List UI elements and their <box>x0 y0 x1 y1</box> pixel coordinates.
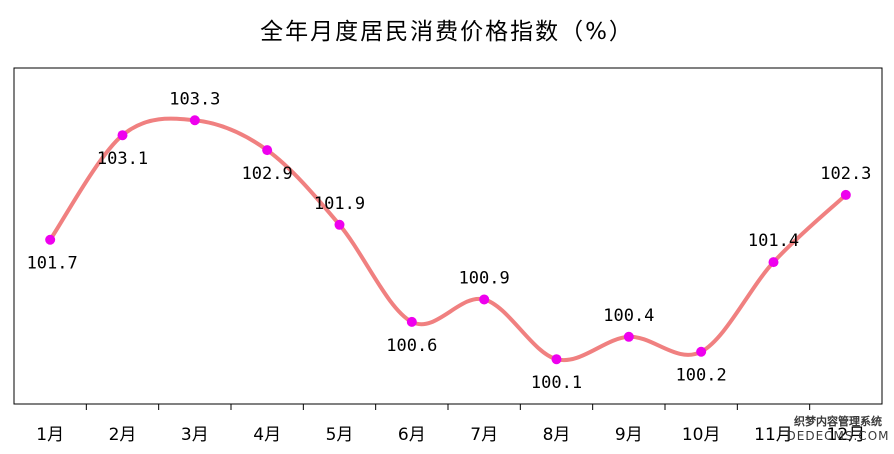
data-point-marker <box>334 219 345 230</box>
data-value-label: 101.9 <box>314 194 365 214</box>
x-tick-label: 4月 <box>253 425 281 445</box>
x-tick-label: 7月 <box>470 425 498 445</box>
series-line-cpi <box>48 116 848 363</box>
data-point-marker <box>262 145 273 156</box>
data-point-marker <box>406 316 417 327</box>
data-point-marker <box>623 331 634 342</box>
data-point-marker <box>479 294 490 305</box>
x-tick-label: 11月 <box>754 425 793 445</box>
data-value-label: 100.9 <box>459 268 510 288</box>
watermark: 织梦内容管理系统 DEDECMS.COM <box>786 414 890 446</box>
data-value-label: 101.7 <box>27 254 78 274</box>
x-tick-label: 10月 <box>682 425 721 445</box>
x-tick-label: 2月 <box>109 425 137 445</box>
x-tick-label: 9月 <box>615 425 643 445</box>
data-value-label: 102.9 <box>242 164 293 184</box>
x-tick-label: 5月 <box>326 425 354 445</box>
data-value-label: 103.3 <box>169 89 220 109</box>
data-value-label: 100.2 <box>676 366 727 386</box>
x-tick-label: 12月 <box>827 425 866 445</box>
data-value-label: 100.4 <box>603 306 654 326</box>
x-tick-label: 8月 <box>543 425 571 445</box>
watermark-line-1: 织梦内容管理系统 <box>794 415 882 428</box>
data-point-marker <box>696 346 707 357</box>
data-value-label: 101.4 <box>748 231 799 251</box>
data-value-label: 100.6 <box>386 336 437 356</box>
data-point-marker <box>840 189 851 200</box>
x-tick-label: 1月 <box>36 425 64 445</box>
data-point-marker <box>117 130 128 141</box>
chart-title: 全年月度居民消费价格指数（%） <box>260 19 634 45</box>
data-point-marker <box>45 234 56 245</box>
data-point-marker <box>189 115 200 126</box>
data-markers <box>45 115 851 365</box>
x-axis-labels: 1月 2月 3月 4月 5月 6月 7月 8月 9月 10月 11月 12月 <box>36 425 865 445</box>
data-value-label: 103.1 <box>97 149 148 169</box>
x-axis-ticks <box>85 404 811 410</box>
data-point-marker <box>551 354 562 365</box>
x-tick-label: 6月 <box>398 425 426 445</box>
watermark-line-2: DEDECMS.COM <box>786 429 890 443</box>
data-value-labels: 101.7 103.1 103.3 102.9 101.9 100.6 100.9 100.1… <box>27 89 872 393</box>
data-value-label: 102.3 <box>820 164 871 184</box>
data-value-label: 100.1 <box>531 373 582 393</box>
data-point-marker <box>768 257 779 268</box>
x-tick-label: 3月 <box>181 425 209 445</box>
